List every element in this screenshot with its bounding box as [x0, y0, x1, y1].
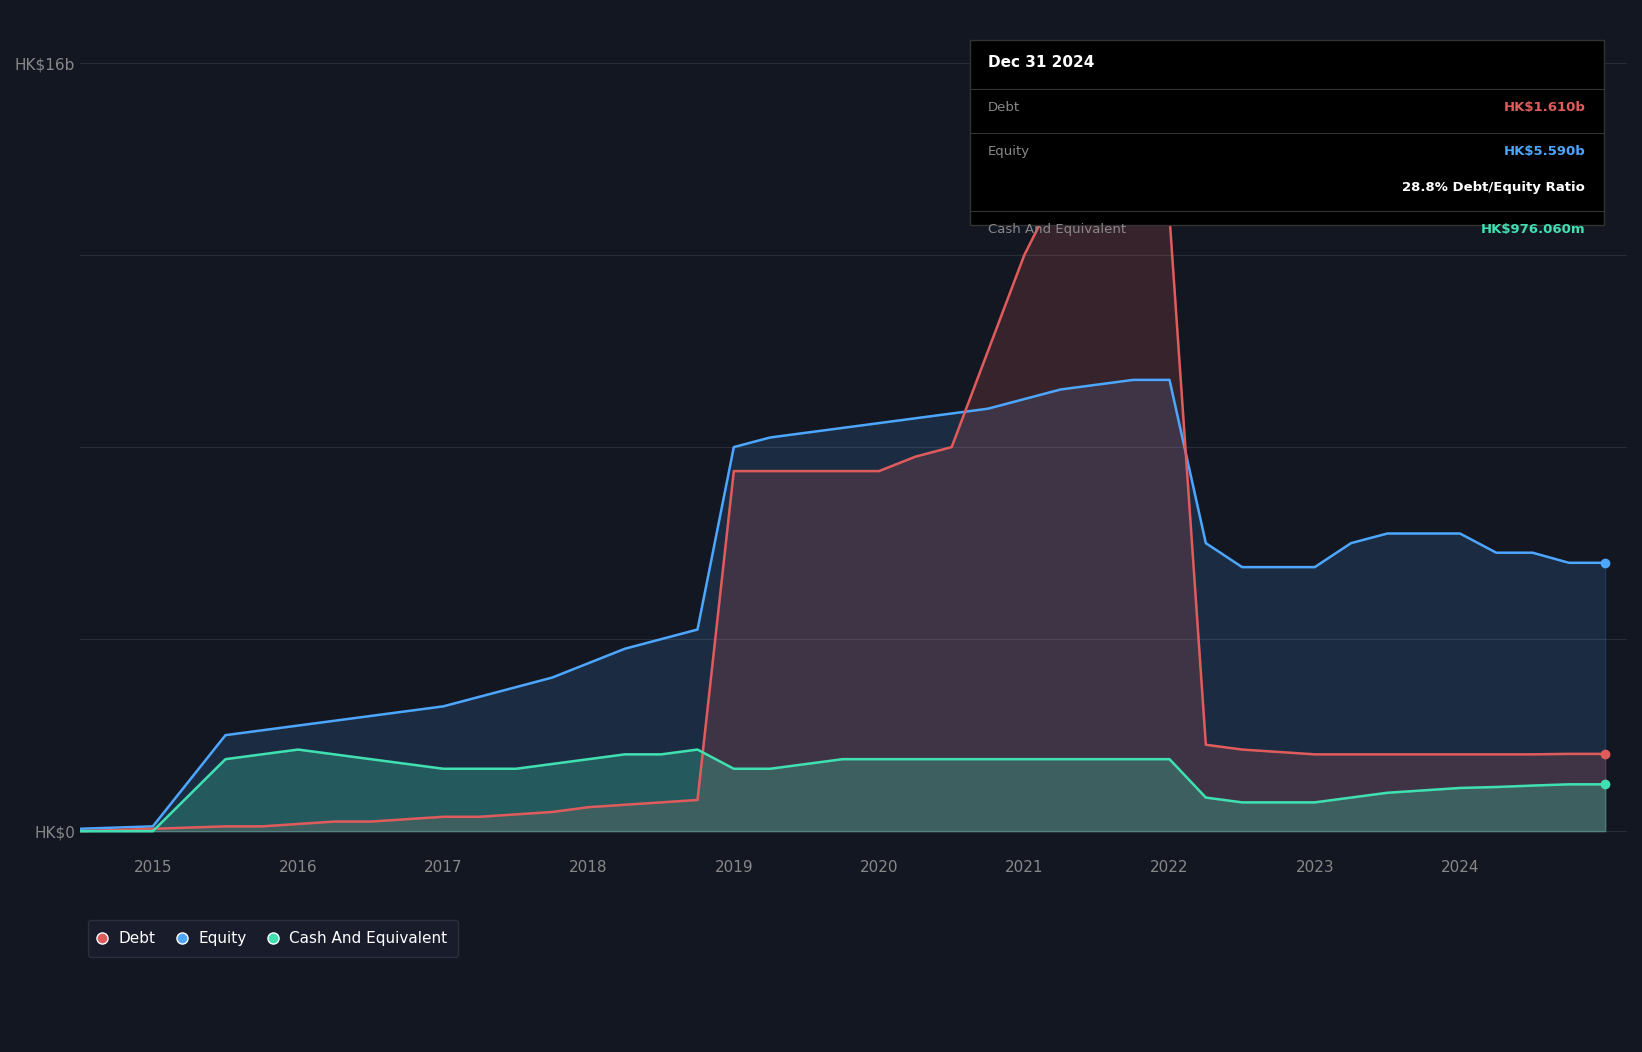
Text: 28.8% Debt/Equity Ratio: 28.8% Debt/Equity Ratio: [1402, 181, 1585, 194]
Text: Debt: Debt: [988, 101, 1020, 115]
Text: Equity: Equity: [988, 145, 1030, 158]
Legend: Debt, Equity, Cash And Equivalent: Debt, Equity, Cash And Equivalent: [89, 920, 458, 956]
Text: HK$976.060m: HK$976.060m: [1481, 223, 1585, 236]
Text: Dec 31 2024: Dec 31 2024: [988, 56, 1095, 70]
Text: HK$1.610b: HK$1.610b: [1504, 101, 1585, 115]
Text: HK$5.590b: HK$5.590b: [1504, 145, 1585, 158]
Text: Cash And Equivalent: Cash And Equivalent: [988, 223, 1126, 236]
FancyBboxPatch shape: [970, 40, 1604, 225]
